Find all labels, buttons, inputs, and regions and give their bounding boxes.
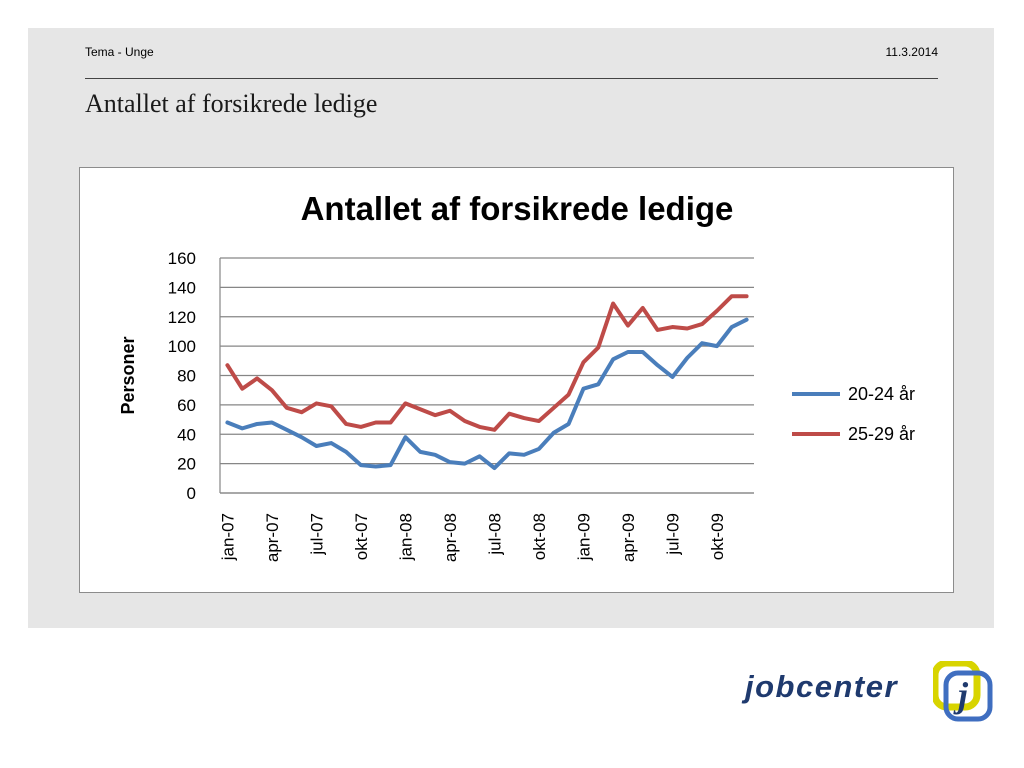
y-tick-label: 80 (177, 367, 196, 386)
x-tick-label: okt-09 (708, 513, 727, 560)
y-tick-label: 140 (168, 278, 196, 297)
legend-label-1: 20-24 år (848, 384, 915, 404)
x-tick-label: apr-08 (441, 513, 460, 562)
y-tick-label: 100 (168, 337, 196, 356)
series-line-1 (225, 317, 749, 471)
y-tick-label: 60 (177, 396, 196, 415)
chart-title: Antallet af forsikrede ledige (301, 190, 734, 227)
slide-title: Antallet af forsikrede ledige (85, 89, 378, 118)
header-topic: Tema - Unge (85, 45, 154, 59)
series-line-2 (225, 294, 749, 432)
y-axis-title: Personer (118, 336, 138, 414)
x-tick-label: jan-07 (218, 513, 237, 561)
y-tick-label: 160 (168, 249, 196, 268)
x-tick-label: okt-07 (352, 513, 371, 560)
x-tick-label: apr-07 (263, 513, 282, 562)
x-tick-label: jul-08 (485, 513, 504, 556)
x-tick-label: jul-07 (307, 513, 326, 556)
header-date: 11.3.2014 (885, 45, 939, 59)
x-tick-label: okt-08 (530, 513, 549, 560)
y-tick-label: 0 (187, 484, 196, 503)
x-tick-label: jan-08 (396, 513, 415, 561)
x-tick-label: jan-09 (574, 513, 593, 561)
y-tick-label: 20 (177, 455, 196, 474)
chart-frame: Antallet af forsikrede ledige 0 20 40 60 80 10… (79, 167, 954, 593)
y-tick-label: 40 (177, 425, 196, 444)
x-tick-label: jul-09 (663, 513, 682, 556)
y-tick-label: 120 (168, 308, 196, 327)
jobcenter-logo: jobcenter j (745, 661, 995, 723)
line-chart: Antallet af forsikrede ledige 0 20 40 60 80 10… (118, 190, 915, 562)
jobcenter-logo-mark-icon: j (933, 661, 993, 722)
header-divider (85, 78, 938, 79)
x-tick-label: apr-09 (619, 513, 638, 562)
legend-label-2: 25-29 år (848, 424, 915, 444)
logo-wordmark: jobcenter (745, 669, 899, 704)
